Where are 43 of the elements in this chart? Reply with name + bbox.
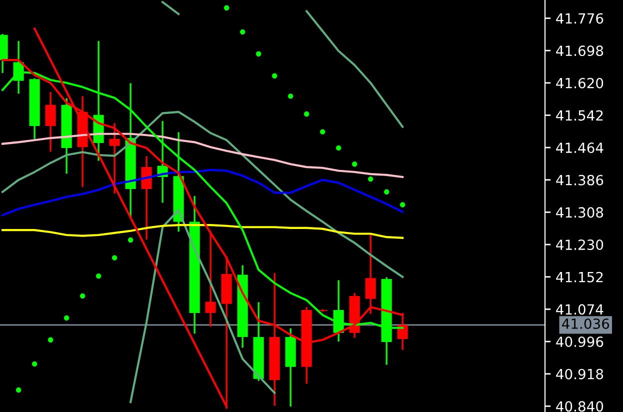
point: [384, 189, 390, 195]
point: [80, 293, 86, 299]
point: [352, 162, 358, 167]
point: [240, 29, 246, 35]
point: [256, 51, 262, 56]
line-series: [2, 132, 404, 178]
y-tick-label: 41.542: [556, 110, 603, 121]
candlestick: [365, 235, 376, 314]
y-tick-label: 41.152: [556, 272, 603, 282]
point: [64, 315, 70, 321]
candlestick: [109, 123, 120, 194]
point: [288, 94, 294, 99]
y-tick-label: 41.620: [556, 78, 604, 88]
candlestick: [141, 156, 152, 240]
point: [304, 111, 310, 117]
point: [272, 73, 278, 78]
point: [336, 145, 342, 151]
point: [112, 255, 118, 260]
point: [16, 387, 22, 393]
y-tick-label: 41.698: [556, 46, 604, 56]
y-tick-label: 40.840: [556, 401, 604, 412]
candlestick: [45, 92, 56, 152]
line-series: [2, 110, 404, 278]
point: [400, 202, 406, 208]
point: [224, 5, 230, 10]
y-tick-label: 41.308: [556, 207, 604, 218]
candlestick: [205, 231, 216, 327]
y-tick-label: 40.918: [556, 368, 604, 380]
point: [96, 273, 102, 279]
y-tick-label: 41.386: [556, 174, 604, 186]
y-tick-label: 40.996: [556, 336, 604, 348]
point: [128, 237, 134, 243]
line-series: [2, 224, 404, 239]
point: [32, 361, 38, 367]
ref-line-label: 41.036: [562, 318, 610, 329]
line-series: [130, 209, 276, 404]
y-tick-label: 41.776: [556, 13, 604, 24]
point: [320, 129, 326, 134]
point: [48, 337, 54, 342]
y-tick-label: 41.230: [556, 240, 604, 250]
y-tick-label: 41.074: [556, 304, 604, 315]
point: [368, 176, 374, 182]
y-tick-label: 41.464: [556, 142, 604, 154]
